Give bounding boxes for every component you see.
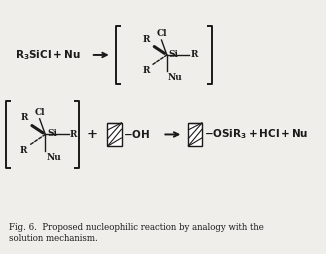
Text: R: R (190, 51, 198, 59)
Text: +: + (87, 128, 98, 141)
Text: Cl: Cl (156, 29, 167, 38)
Text: $\mathbf{-OH}$: $\mathbf{-OH}$ (123, 129, 151, 140)
Text: R: R (142, 66, 150, 75)
Text: R: R (70, 130, 77, 139)
Text: Fig. 6.  Proposed nucleophilic reaction by analogy with the: Fig. 6. Proposed nucleophilic reaction b… (9, 223, 264, 232)
Text: Cl: Cl (35, 108, 45, 117)
Text: Nu: Nu (46, 153, 61, 162)
Text: Si: Si (47, 129, 57, 138)
Text: $\mathbf{-OSiR_3 + HCl + Nu}$: $\mathbf{-OSiR_3 + HCl + Nu}$ (204, 128, 308, 141)
Text: Si: Si (169, 50, 179, 59)
Text: R: R (20, 114, 28, 122)
Text: solution mechanism.: solution mechanism. (9, 234, 97, 243)
Bar (108, 123, 122, 146)
Text: $\mathbf{R_3SiCl + Nu}$: $\mathbf{R_3SiCl + Nu}$ (15, 48, 80, 62)
Text: Nu: Nu (168, 73, 183, 82)
Text: R: R (20, 147, 27, 155)
Bar (188, 123, 202, 146)
Text: R: R (143, 35, 150, 43)
